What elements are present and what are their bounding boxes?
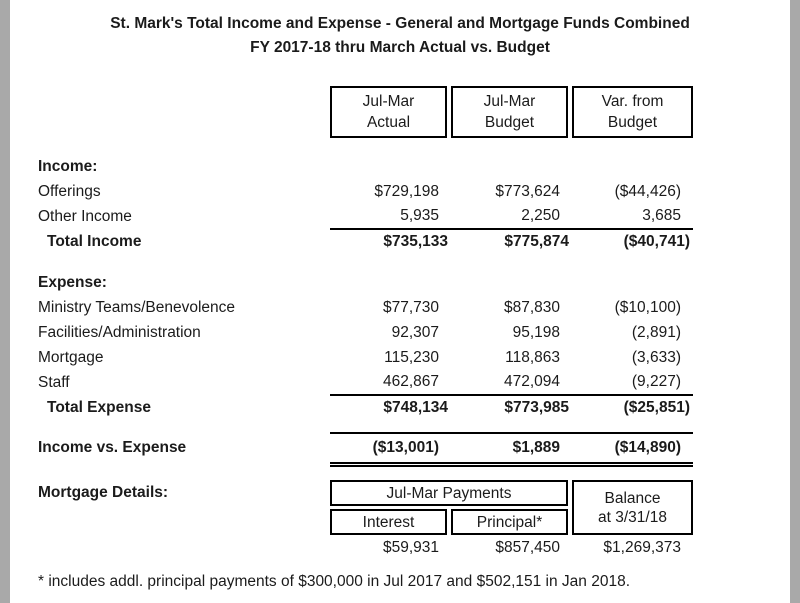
- left-gray-border: [0, 0, 10, 603]
- table-row-total-expense: Total Expense $748,134 $773,985 ($25,851…: [38, 395, 800, 420]
- mortgage-balance-header-line1: Balance: [604, 489, 661, 507]
- cell-variance: ($25,851): [623, 398, 690, 416]
- mortgage-values-row: $59,931 $857,450 $1,269,373: [38, 535, 800, 560]
- table-row-other-income: Other Income 5,935 2,250 3,685: [38, 203, 800, 230]
- table-row-staff: Staff 462,867 472,094 (9,227): [38, 369, 800, 396]
- column-header-budget: Jul-Mar Budget: [451, 86, 568, 138]
- cell-variance: (9,227): [631, 372, 681, 390]
- row-label: Total Expense: [47, 398, 151, 416]
- cell-budget: $87,830: [503, 298, 560, 316]
- column-header-variance-line2: Budget: [607, 114, 658, 131]
- row-values: 5,935 2,250 3,685: [330, 203, 693, 230]
- table-row-facilities: Facilities/Administration 92,307 95,198 …: [38, 320, 800, 345]
- row-values: $77,730 $87,830 ($10,100): [330, 295, 693, 320]
- cell-actual: 462,867: [382, 372, 439, 390]
- right-gray-border: [790, 0, 800, 603]
- row-values: 92,307 95,198 (2,891): [330, 320, 693, 345]
- table-row-ministry-teams: Ministry Teams/Benevolence $77,730 $87,8…: [38, 295, 800, 320]
- cell-variance: ($10,100): [614, 298, 681, 316]
- table-row-total-income: Total Income $735,133 $775,874 ($40,741): [38, 229, 800, 254]
- row-values: $748,134 $773,985 ($25,851): [339, 395, 702, 420]
- cell-actual: $729,198: [374, 182, 439, 200]
- cell-variance: (2,891): [631, 323, 681, 341]
- cell-budget: 118,863: [505, 348, 560, 366]
- column-header-budget-line2: Budget: [484, 114, 535, 131]
- mortgage-interest-header: Interest: [330, 509, 447, 535]
- column-header-actual-line2: Actual: [366, 114, 411, 131]
- header-spacer-cell: [38, 86, 330, 138]
- row-label: Staff: [38, 373, 70, 391]
- row-label: Income vs. Expense: [38, 439, 187, 456]
- cell-actual: $77,730: [382, 298, 439, 316]
- cell-budget: 2,250: [521, 206, 560, 224]
- mortgage-payments-header: Jul-Mar Payments: [330, 480, 568, 506]
- row-label: Facilities/Administration: [38, 323, 201, 341]
- report-title-line1: St. Mark's Total Income and Expense - Ge…: [110, 15, 690, 32]
- column-header-row: Jul-Mar Actual Jul-Mar Budget Var. from …: [38, 86, 800, 138]
- column-headers: Jul-Mar Actual Jul-Mar Budget Var. from …: [330, 86, 693, 138]
- column-header-budget-line1: Jul-Mar: [483, 93, 536, 110]
- row-label: Other Income: [38, 207, 132, 225]
- column-header-actual: Jul-Mar Actual: [330, 86, 447, 138]
- cell-budget: $773,624: [495, 182, 560, 200]
- mortgage-balance-header-line2: at 3/31/18: [598, 508, 667, 526]
- income-section-header-row: Income:: [38, 154, 800, 179]
- row-values: ($13,001) $1,889 ($14,890): [330, 432, 693, 467]
- row-values: 462,867 472,094 (9,227): [330, 369, 693, 396]
- cell-interest-value: $59,931: [382, 538, 439, 556]
- row-values: $59,931 $857,450 $1,269,373: [330, 535, 693, 560]
- cell-variance: ($40,741): [623, 232, 690, 250]
- cell-actual: $748,134: [383, 398, 448, 416]
- cell-actual: 5,935: [400, 206, 439, 224]
- row-label: Offerings: [38, 182, 101, 200]
- cell-variance: ($14,890): [614, 439, 681, 456]
- cell-actual: $735,133: [383, 232, 448, 250]
- row-values: 115,230 118,863 (3,633): [330, 345, 693, 370]
- row-values: $729,198 $773,624 ($44,426): [330, 179, 693, 204]
- mortgage-principal-header: Principal*: [451, 509, 568, 535]
- cell-actual: ($13,001): [372, 439, 439, 456]
- report-title-line2: FY 2017-18 thru March Actual vs. Budget: [250, 39, 550, 56]
- table-row-income-vs-expense: Income vs. Expense ($13,001) $1,889 ($14…: [38, 432, 800, 467]
- mortgage-details-section: Mortgage Details: Jul-Mar Payments Balan…: [38, 480, 800, 535]
- footnote: * includes addl. principal payments of $…: [38, 573, 631, 590]
- column-header-actual-line1: Jul-Mar: [362, 93, 415, 110]
- income-section-label: Income:: [38, 157, 98, 175]
- table-row-mortgage: Mortgage 115,230 118,863 (3,633): [38, 345, 800, 370]
- cell-balance-value: $1,269,373: [603, 538, 681, 556]
- column-header-variance: Var. from Budget: [572, 86, 693, 138]
- cell-budget: 472,094: [503, 372, 560, 390]
- cell-variance: 3,685: [642, 206, 681, 224]
- cell-budget: $775,874: [504, 232, 569, 250]
- column-header-variance-line1: Var. from: [601, 93, 664, 110]
- cell-budget: 95,198: [512, 323, 560, 341]
- cell-actual: 115,230: [384, 348, 439, 366]
- expense-section-label: Expense:: [38, 273, 107, 291]
- row-label: Ministry Teams/Benevolence: [38, 298, 235, 316]
- cell-variance: ($44,426): [614, 182, 681, 200]
- cell-variance: (3,633): [631, 348, 681, 366]
- expense-section-header-row: Expense:: [38, 270, 800, 295]
- cell-budget: $773,985: [504, 398, 569, 416]
- cell-budget: $1,889: [512, 439, 560, 456]
- mortgage-balance-header: Balance at 3/31/18: [572, 480, 693, 535]
- row-label: Total Income: [47, 232, 142, 250]
- mortgage-details-table: Jul-Mar Payments Balance at 3/31/18 Inte…: [330, 480, 693, 535]
- table-row-offerings: Offerings $729,198 $773,624 ($44,426): [38, 179, 800, 204]
- row-label: Mortgage: [38, 348, 104, 366]
- cell-actual: 92,307: [391, 323, 439, 341]
- report-title: St. Mark's Total Income and Expense - Ge…: [0, 0, 800, 60]
- mortgage-details-label: Mortgage Details:: [38, 484, 169, 501]
- row-values: $735,133 $775,874 ($40,741): [339, 229, 702, 254]
- cell-principal-value: $857,450: [495, 538, 560, 556]
